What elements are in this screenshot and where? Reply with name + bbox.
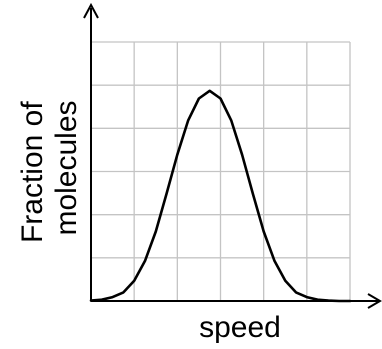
- grid-lines: [91, 41, 351, 301]
- axes: [83, 2, 382, 309]
- x-axis-arrow: [367, 293, 382, 309]
- y-axis-label-line-2: molecules: [50, 100, 83, 235]
- y-axis-label-line-1: Fraction of: [16, 101, 49, 243]
- y-axis-arrow: [83, 2, 99, 19]
- distribution-curve: [89, 89, 352, 303]
- x-axis-label: speed: [199, 311, 281, 344]
- y-axis-label: Fraction of molecules: [16, 93, 83, 243]
